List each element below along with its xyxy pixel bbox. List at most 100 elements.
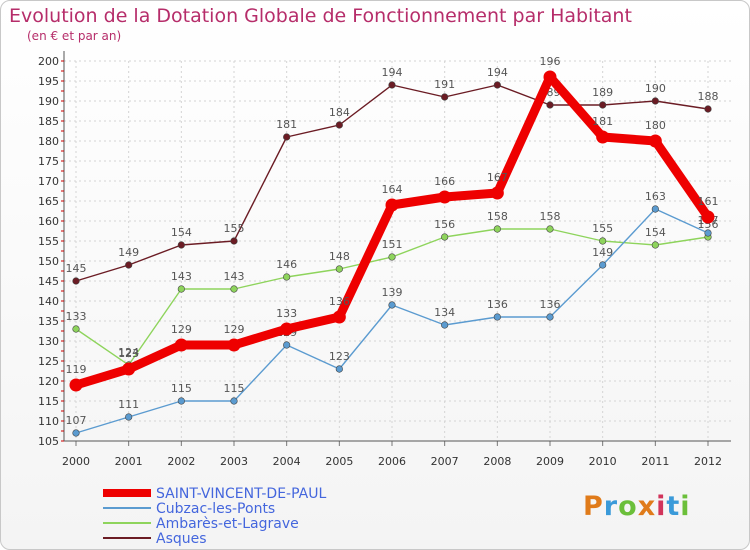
data-point bbox=[546, 225, 554, 233]
data-label: 123 bbox=[118, 347, 139, 360]
data-point bbox=[72, 429, 80, 437]
data-label: 146 bbox=[276, 258, 297, 271]
logo-letter: i bbox=[680, 491, 691, 522]
data-label: 129 bbox=[171, 323, 192, 336]
data-label: 196 bbox=[540, 55, 561, 68]
x-tick-label: 2009 bbox=[536, 455, 564, 468]
y-tick-label: 145 bbox=[38, 275, 59, 288]
data-label: 155 bbox=[224, 222, 245, 235]
y-tick-label: 125 bbox=[38, 355, 59, 368]
y-tick-label: 180 bbox=[38, 135, 59, 148]
logo-letter: x bbox=[637, 491, 657, 522]
data-label: 191 bbox=[434, 78, 455, 91]
y-tick-label: 155 bbox=[38, 235, 59, 248]
legend-label: Asques bbox=[156, 531, 207, 547]
data-point bbox=[441, 321, 449, 329]
y-tick-label: 195 bbox=[38, 75, 59, 88]
data-label: 136 bbox=[540, 298, 561, 311]
proxiti-logo: Proxiti bbox=[583, 491, 691, 522]
data-point bbox=[177, 241, 185, 249]
logo-letter: t bbox=[666, 491, 681, 522]
data-point bbox=[177, 397, 185, 405]
logo-letter: P bbox=[583, 491, 604, 522]
x-tick-label: 2002 bbox=[167, 455, 195, 468]
data-point bbox=[388, 81, 396, 89]
data-label: 136 bbox=[329, 295, 350, 308]
x-tick-label: 2001 bbox=[115, 455, 143, 468]
logo-letter: i bbox=[656, 491, 667, 522]
data-label: 111 bbox=[118, 398, 139, 411]
data-point bbox=[596, 130, 610, 144]
x-tick-label: 2006 bbox=[378, 455, 406, 468]
data-point bbox=[332, 310, 346, 324]
y-tick-label: 150 bbox=[38, 255, 59, 268]
chart-subtitle: (en € et par an) bbox=[27, 29, 122, 43]
x-tick-label: 2004 bbox=[273, 455, 301, 468]
data-label: 129 bbox=[224, 323, 245, 336]
data-point bbox=[335, 121, 343, 129]
data-label: 119 bbox=[66, 363, 87, 376]
data-point bbox=[438, 190, 452, 204]
series-saint-vincent-de-paul: 119 123 129 129 133 136 164 166 167 196 181 180 161 bbox=[66, 55, 719, 392]
data-point bbox=[701, 210, 715, 224]
data-label: 154 bbox=[645, 226, 666, 239]
x-tick-label: 2010 bbox=[589, 455, 617, 468]
data-point bbox=[174, 338, 188, 352]
data-label: 190 bbox=[645, 82, 666, 95]
data-point bbox=[227, 338, 241, 352]
data-label: 167 bbox=[487, 171, 508, 184]
y-tick-label: 190 bbox=[38, 95, 59, 108]
data-point bbox=[230, 285, 238, 293]
data-point bbox=[177, 285, 185, 293]
data-point bbox=[651, 97, 659, 105]
data-label: 143 bbox=[224, 270, 245, 283]
legend-label: SAINT-VINCENT-DE-PAUL bbox=[156, 486, 326, 502]
y-tick-label: 105 bbox=[38, 435, 59, 448]
data-point bbox=[283, 133, 291, 141]
data-point bbox=[388, 301, 396, 309]
data-label: 115 bbox=[224, 382, 245, 395]
data-label: 180 bbox=[645, 119, 666, 132]
data-point bbox=[335, 265, 343, 273]
data-point bbox=[493, 81, 501, 89]
data-label: 148 bbox=[329, 250, 350, 263]
data-label: 158 bbox=[540, 210, 561, 223]
data-point bbox=[543, 70, 557, 84]
data-point bbox=[704, 229, 712, 237]
data-point bbox=[69, 378, 83, 392]
data-point bbox=[72, 277, 80, 285]
data-label: 166 bbox=[434, 175, 455, 188]
data-label: 189 bbox=[592, 86, 613, 99]
data-label: 134 bbox=[434, 306, 455, 319]
logo-letter: r bbox=[603, 491, 619, 522]
data-point bbox=[385, 198, 399, 212]
data-label: 107 bbox=[66, 414, 87, 427]
data-point bbox=[651, 241, 659, 249]
data-label: 156 bbox=[434, 218, 455, 231]
data-label: 133 bbox=[276, 307, 297, 320]
x-tick-label: 2008 bbox=[483, 455, 511, 468]
data-label: 154 bbox=[171, 226, 192, 239]
y-tick-label: 140 bbox=[38, 295, 59, 308]
data-point bbox=[388, 253, 396, 261]
data-label: 133 bbox=[66, 310, 87, 323]
data-point bbox=[490, 186, 504, 200]
y-tick-label: 135 bbox=[38, 315, 59, 328]
x-tick-label: 2000 bbox=[62, 455, 90, 468]
data-label: 145 bbox=[66, 262, 87, 275]
chart-title: Evolution de la Dotation Globale de Fonc… bbox=[9, 5, 632, 27]
x-tick-label: 2005 bbox=[325, 455, 353, 468]
legend-label: Cubzac-les-Ponts bbox=[156, 501, 275, 517]
x-tick-label: 2011 bbox=[641, 455, 669, 468]
data-point bbox=[125, 261, 133, 269]
data-point bbox=[546, 101, 554, 109]
data-label: 181 bbox=[276, 118, 297, 131]
legend-label: Ambarès-et-Lagrave bbox=[156, 516, 299, 532]
data-point bbox=[599, 261, 607, 269]
data-point bbox=[441, 93, 449, 101]
data-point bbox=[651, 205, 659, 213]
logo-letter: o bbox=[618, 491, 638, 522]
data-point bbox=[122, 362, 136, 376]
